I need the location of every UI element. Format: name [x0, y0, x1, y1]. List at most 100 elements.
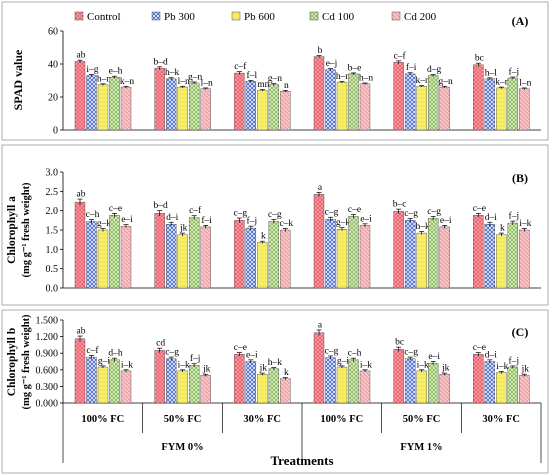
y-axis-title: Chlorophyll a [6, 196, 18, 264]
significance-letter: f–j [509, 355, 520, 366]
bar-pb-300-0 [86, 75, 97, 131]
significance-letter: i–k [417, 360, 429, 370]
bar-pb-300-3 [325, 69, 336, 131]
bar-control-1 [154, 213, 165, 289]
significance-letter: c–h [86, 210, 100, 220]
significance-letter: i–k [178, 360, 190, 370]
significance-letter: f–j [190, 353, 201, 364]
significance-letter: g–k [336, 218, 351, 228]
significance-letter: c–e [234, 343, 247, 353]
bar-pb-300-4 [404, 220, 416, 289]
significance-letter: h–n [336, 72, 351, 82]
significance-letter: c–k [279, 219, 293, 229]
bar-control-2 [234, 354, 245, 404]
y-tick-label: 0.300 [36, 382, 59, 393]
bar-cd-200-0 [120, 86, 132, 131]
significance-letter: f–j [509, 211, 520, 222]
significance-letter: c–g [404, 348, 418, 358]
significance-letter: l–n [178, 77, 190, 87]
bar-control-1 [154, 350, 165, 404]
significance-letter: l–n [201, 78, 213, 88]
bar-control-3 [313, 56, 325, 131]
y-tick-label: 1.500 [36, 316, 59, 327]
legend-label-pb-300: Pb 300 [164, 11, 195, 23]
y-tick-label: 40 [48, 60, 58, 71]
significance-letter: g–i [337, 356, 350, 366]
bar-pb-600-3 [336, 366, 348, 404]
significance-letter: jk [179, 224, 188, 234]
bar-cd-200-1 [200, 226, 211, 289]
bar-pb-300-5 [484, 361, 496, 404]
significance-letter: e–h [109, 67, 123, 77]
significance-letter: l–n [519, 78, 531, 88]
bar-cd-100-1 [188, 82, 200, 131]
bar-cd-100-1 [188, 365, 200, 404]
significance-letter: c–h [348, 349, 362, 359]
y-tick-label: 0.600 [36, 365, 59, 376]
bar-cd-100-1 [188, 217, 200, 289]
significance-letter: b–c [393, 200, 407, 210]
y-axis-title: SPAD value [11, 49, 25, 110]
bar-cd-200-4 [439, 86, 450, 131]
y-tick-label: 60 [48, 27, 58, 38]
significance-letter: bc [395, 338, 404, 348]
bar-cd-100-2 [268, 368, 280, 404]
bar-control-2 [234, 220, 245, 289]
bar-cd-100-2 [268, 84, 280, 131]
bar-cd-100-4 [427, 362, 439, 404]
legend-label-control: Control [87, 11, 121, 23]
significance-letter: k–n [120, 77, 135, 87]
bar-control-3 [313, 194, 325, 289]
bar-pb-600-4 [416, 232, 427, 289]
y-tick-label: 0.0 [46, 284, 59, 295]
significance-letter: c–g [404, 209, 418, 219]
y-tick-label: 0.5 [46, 264, 59, 275]
bar-cd-200-5 [519, 229, 530, 289]
significance-letter: k [261, 232, 266, 242]
category-label: 100% FC [81, 414, 124, 425]
significance-letter: jk [441, 364, 450, 374]
bar-pb-600-0 [97, 84, 109, 131]
y-tick-label: 1.5 [46, 226, 59, 237]
bar-cd-200-4 [439, 226, 450, 289]
significance-letter: i–k [496, 362, 508, 372]
significance-letter: d–g [427, 65, 442, 75]
bar-pb-600-0 [97, 229, 109, 289]
significance-letter: h–k [268, 358, 283, 368]
panel-a-frame [1, 1, 549, 141]
bar-control-5 [473, 64, 484, 131]
bar-pb-600-1 [177, 370, 188, 404]
y-tick-label: 0.900 [36, 349, 59, 360]
bar-pb-600-4 [416, 370, 427, 404]
significance-letter: f–i [201, 215, 212, 226]
bar-cd-100-5 [507, 77, 519, 131]
bar-cd-200-4 [439, 374, 450, 404]
panel-c-frame [1, 309, 549, 474]
legend-swatch-control [74, 11, 84, 21]
significance-letter: a [318, 320, 323, 330]
bar-control-0 [74, 61, 86, 131]
bar-cd-200-0 [120, 225, 132, 289]
significance-letter: c–g [325, 346, 339, 356]
bar-pb-300-3 [325, 357, 336, 404]
significance-letter: g–n [439, 77, 454, 87]
x-axis-title: Treatments [270, 453, 333, 468]
y-tick-label: 3.0 [46, 168, 59, 179]
super-group-label: FYM 0% [161, 442, 203, 453]
y-tick-label: 20 [48, 93, 58, 104]
bar-cd-200-2 [280, 378, 291, 404]
bar-control-3 [313, 332, 325, 404]
bar-pb-600-1 [177, 234, 188, 289]
significance-letter: h–k [165, 68, 180, 78]
panel-label: (A) [512, 14, 529, 28]
significance-letter: c–f [394, 50, 407, 61]
significance-letter: f–l [247, 70, 258, 81]
bar-pb-300-0 [86, 221, 97, 289]
significance-letter: c–e [109, 204, 122, 214]
significance-letter: c–f [86, 345, 99, 356]
legend-label-cd-100: Cd 100 [322, 11, 355, 23]
bar-cd-200-2 [280, 229, 291, 289]
significance-letter: n [284, 81, 289, 91]
significance-letter: b–d [154, 57, 169, 67]
significance-letter: c–g [427, 207, 441, 217]
